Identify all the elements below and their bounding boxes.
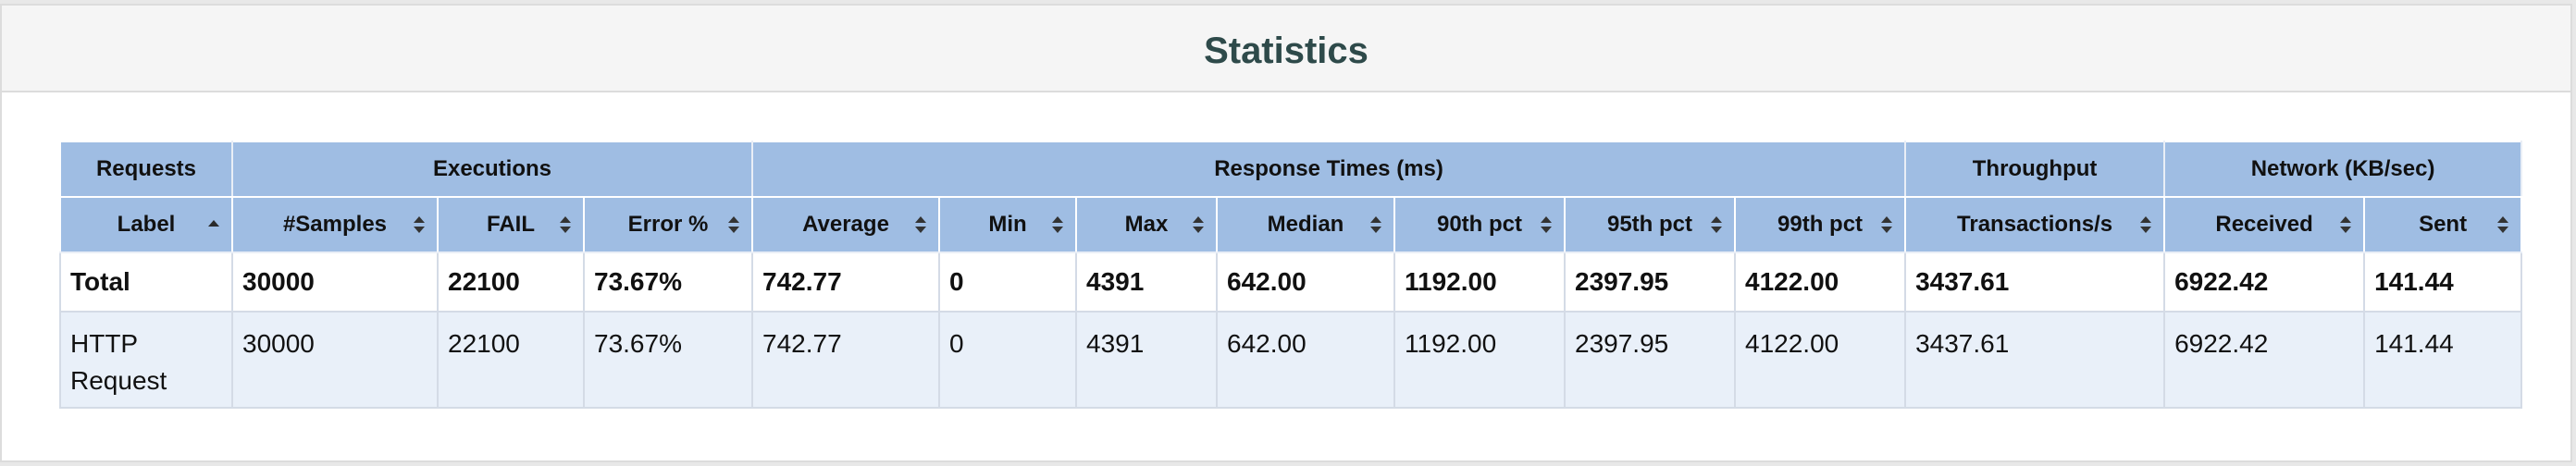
column-header-90th-pct[interactable]: 90th pct (1393, 196, 1566, 253)
column-header-received[interactable]: Received (2163, 196, 2366, 253)
group-header-requests: Requests (59, 141, 233, 198)
column-header-median[interactable]: Median (1216, 196, 1395, 253)
column-header-label: 99th pct (1777, 212, 1864, 237)
sort-both-icon[interactable] (727, 215, 740, 235)
total-row: Total 30000 22100 73.67% 742.77 0 4391 642.00 11… (59, 251, 2523, 313)
column-header-transactions-s[interactable]: Transactions/s (1904, 196, 2166, 253)
sort-both-icon[interactable] (2139, 215, 2152, 235)
column-header-label: 90th pct (1436, 212, 1522, 237)
column-header-samples[interactable]: #Samples (231, 196, 439, 253)
group-header-throughput: Throughput (1904, 141, 2166, 198)
cell-average: 742.77 (751, 251, 940, 313)
column-header-label: Label (117, 212, 176, 237)
sort-both-icon[interactable] (1710, 215, 1723, 235)
cell-max: 4391 (1075, 311, 1218, 409)
cell-samples: 30000 (231, 311, 439, 409)
column-header-error[interactable]: Error % (583, 196, 753, 253)
cell-99th-pct: 4122.00 (1733, 251, 1907, 313)
sort-both-icon[interactable] (1540, 215, 1553, 235)
cell-90th-pct: 1192.00 (1393, 311, 1566, 409)
column-header-sent[interactable]: Sent (2363, 196, 2523, 253)
cell-received: 6922.42 (2163, 251, 2366, 313)
column-header-label: 95th pct (1606, 212, 1692, 237)
sort-both-icon[interactable] (914, 215, 927, 235)
sort-both-icon[interactable] (2496, 215, 2509, 235)
statistics-table: Requests Executions Response Times (ms) Thr… (59, 141, 2523, 409)
column-header-fail[interactable]: FAIL (437, 196, 585, 253)
cell-min: 0 (938, 311, 1077, 409)
sort-up-icon[interactable] (207, 215, 220, 235)
column-header-row: Label #Samples FAIL Error % Average Min Max Med… (59, 196, 2523, 253)
column-header-label: Median (1267, 212, 1344, 237)
cell-sent: 141.44 (2363, 311, 2523, 409)
cell-label: HTTP Request (59, 311, 233, 409)
sort-both-icon[interactable] (1369, 215, 1382, 235)
cell-95th-pct: 2397.95 (1564, 251, 1736, 313)
cell-median: 642.00 (1216, 251, 1395, 313)
cell-error: 73.67% (583, 251, 753, 313)
cell-95th-pct: 2397.95 (1564, 311, 1736, 409)
column-header-label: Max (1124, 212, 1169, 237)
column-header-label: FAIL (487, 212, 535, 237)
panel-heading: Statistics (2, 6, 2570, 92)
cell-min: 0 (938, 251, 1077, 313)
cell-median: 642.00 (1216, 311, 1395, 409)
column-header-95th-pct[interactable]: 95th pct (1564, 196, 1736, 253)
column-header-average[interactable]: Average (751, 196, 940, 253)
group-header-network-kb-sec: Network (KB/sec) (2163, 141, 2523, 198)
cell-transactions-s: 3437.61 (1904, 311, 2166, 409)
column-header-label[interactable]: Label (59, 196, 233, 253)
column-header-label: Sent (2419, 212, 2468, 237)
cell-average: 742.77 (751, 311, 940, 409)
column-header-max[interactable]: Max (1075, 196, 1218, 253)
group-header-response-times-ms: Response Times (ms) (750, 141, 1907, 198)
cell-fail: 22100 (437, 251, 585, 313)
cell-max: 4391 (1075, 251, 1218, 313)
column-header-label: Min (988, 212, 1027, 237)
column-header-label: Average (802, 212, 889, 237)
cell-90th-pct: 1192.00 (1393, 251, 1566, 313)
column-header-label: Transactions/s (1957, 212, 2113, 237)
cell-error: 73.67% (583, 311, 753, 409)
table-body: Total 30000 22100 73.67% 742.77 0 4391 642.00 11… (59, 251, 2523, 409)
cell-received: 6922.42 (2163, 311, 2366, 409)
column-header-label: Received (2215, 212, 2313, 237)
cell-label: Total (59, 251, 233, 313)
column-header-99th-pct[interactable]: 99th pct (1733, 196, 1907, 253)
cell-99th-pct: 4122.00 (1733, 311, 1907, 409)
group-header-row: Requests Executions Response Times (ms) Thr… (59, 141, 2523, 198)
sort-both-icon[interactable] (1051, 215, 1064, 235)
panel-title: Statistics (1204, 30, 1368, 71)
column-header-label: Error % (627, 212, 709, 237)
cell-sent: 141.44 (2363, 251, 2523, 313)
sort-both-icon[interactable] (1192, 215, 1205, 235)
group-header-executions: Executions (231, 141, 753, 198)
statistics-panel: Statistics Requests Executions Response Ti… (0, 4, 2572, 462)
table-row: HTTP Request 30000 22100 73.67% 742.77 0 4391 6… (59, 311, 2523, 409)
cell-samples: 30000 (231, 251, 439, 313)
column-header-label: #Samples (282, 212, 388, 237)
cell-transactions-s: 3437.61 (1904, 251, 2166, 313)
column-header-min[interactable]: Min (938, 196, 1077, 253)
sort-both-icon[interactable] (413, 215, 426, 235)
sort-both-icon[interactable] (2339, 215, 2352, 235)
sort-both-icon[interactable] (1880, 215, 1893, 235)
cell-fail: 22100 (437, 311, 585, 409)
sort-both-icon[interactable] (559, 215, 572, 235)
